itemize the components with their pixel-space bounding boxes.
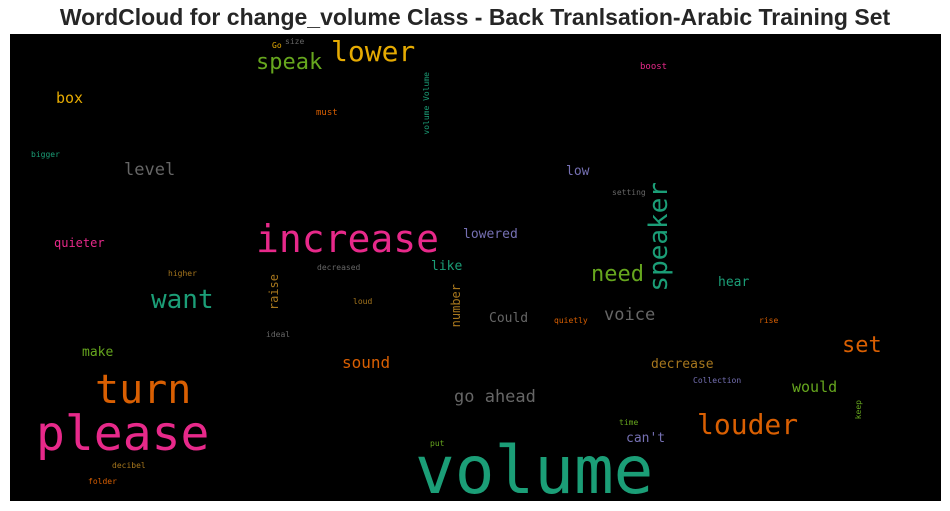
word-speaker: speaker (644, 182, 674, 292)
word-rise: rise (759, 316, 779, 325)
word-cloud: volume please turn increase louder lower speak… (10, 34, 941, 501)
word-hear: hear (718, 275, 750, 290)
word-level: level (124, 160, 176, 180)
word-keep: keep (854, 400, 863, 420)
word-want: want (151, 285, 214, 315)
word-make: make (82, 345, 114, 360)
word-boost: boost (640, 62, 668, 72)
word-collection: Collection (693, 376, 742, 385)
word-please: please (36, 406, 210, 462)
word-voice: voice (604, 305, 656, 325)
word-lowered: lowered (463, 227, 518, 242)
word-lower: lower (331, 35, 416, 68)
word-would: would (792, 378, 838, 396)
word-decrease: decrease (651, 357, 714, 372)
word-time: time (619, 418, 639, 427)
word-go: Go (272, 41, 282, 50)
word-ideal: ideal (266, 330, 291, 339)
word-quietly: quietly (554, 316, 588, 325)
word-bigger: bigger (31, 150, 60, 159)
word-speak: speak (256, 50, 323, 75)
word-higher: higher (168, 269, 197, 278)
word-raise: raise (267, 274, 281, 311)
word-could: Could (489, 311, 529, 326)
word-decibel: decibel (112, 461, 146, 470)
word-need: need (591, 262, 644, 287)
word-loud: loud (353, 297, 373, 306)
word-low: low (566, 164, 590, 179)
word-go-ahead: go ahead (454, 387, 536, 407)
word-volume: volume (415, 432, 654, 502)
word-set: set (842, 333, 882, 358)
word-increase: increase (256, 217, 440, 261)
word-like: like (431, 259, 463, 274)
word-louder: louder (697, 408, 799, 441)
word-must: must (316, 108, 338, 118)
word-box: box (56, 89, 84, 107)
word-volume-volume: volume Volume (422, 72, 431, 135)
word-sound: sound (342, 353, 391, 372)
word-can-t: can't (626, 431, 666, 446)
word-turn: turn (95, 367, 192, 413)
word-put: put (430, 439, 445, 448)
word-size: size (285, 37, 305, 46)
word-quieter: quieter (54, 236, 105, 250)
word-number: number (449, 284, 463, 328)
chart-title: WordCloud for change_volume Class - Back… (59, 4, 891, 30)
word-decreased: decreased (317, 263, 361, 272)
word-setting: setting (612, 188, 646, 197)
word-folder: folder (88, 477, 117, 486)
